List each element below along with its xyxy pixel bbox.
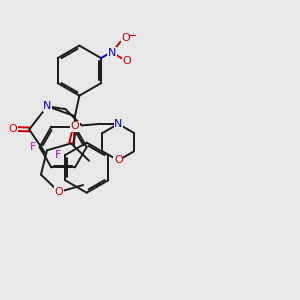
Text: O: O (123, 56, 131, 66)
Text: N: N (114, 119, 122, 129)
Text: F: F (30, 142, 36, 152)
Text: −: − (128, 31, 137, 41)
Text: O: O (55, 187, 63, 197)
Text: O: O (70, 121, 79, 131)
Text: N: N (108, 47, 116, 58)
Text: O: O (121, 33, 130, 43)
Text: O: O (114, 155, 123, 165)
Text: N: N (43, 101, 52, 111)
Text: O: O (9, 124, 17, 134)
Text: F: F (56, 150, 62, 160)
